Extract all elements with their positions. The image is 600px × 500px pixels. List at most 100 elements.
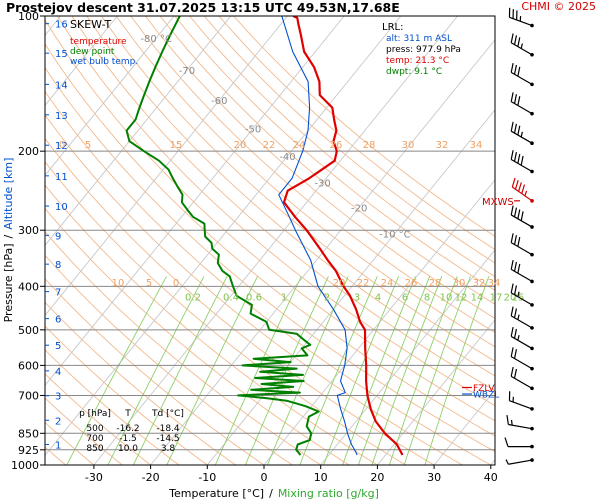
wind-barb-base bbox=[530, 199, 534, 203]
adiabat-label: 26 bbox=[330, 140, 343, 151]
table-cell: 10.0 bbox=[118, 444, 138, 454]
x-axis-label: Temperature [°C] / Mixing ratio [g/kg] bbox=[168, 487, 379, 500]
wind-barb-base bbox=[530, 225, 534, 229]
wind-barb-feather bbox=[517, 66, 521, 77]
mixing-ratio-line bbox=[323, 276, 400, 465]
dry-adiabat bbox=[86, 16, 495, 377]
wind-barb bbox=[508, 7, 534, 28]
wind-barb-shaft bbox=[509, 16, 533, 27]
axes: 1002003004005006007008509251000123456789… bbox=[2, 10, 498, 500]
dry-adiabat bbox=[130, 16, 495, 334]
wind-barb-shaft bbox=[510, 101, 533, 115]
wind-barb-base bbox=[530, 407, 534, 411]
mixing-ratio-label: 10 bbox=[440, 292, 453, 303]
wind-barb-base bbox=[530, 326, 534, 330]
mixing-ratio-label: 25 bbox=[512, 292, 525, 303]
wind-barb-shaft bbox=[510, 130, 533, 144]
wind-barb-feather bbox=[517, 263, 521, 274]
isotherm bbox=[320, 249, 495, 465]
wind-barb-feather bbox=[513, 368, 518, 379]
pressure-tick-label: 600 bbox=[18, 359, 39, 372]
wind-barb-shaft bbox=[510, 158, 533, 173]
lrl-temp: temp: 21.3 °C bbox=[386, 56, 449, 66]
mixing-ratio-label: 4 bbox=[375, 292, 381, 303]
temperature-tick-label: 30 bbox=[427, 471, 441, 484]
isotherm bbox=[93, 16, 458, 465]
wind-barb-feather bbox=[510, 62, 514, 73]
y-axis-sep: / bbox=[2, 234, 15, 238]
wind-barb-feather bbox=[513, 123, 518, 134]
temperature-tick-label: -30 bbox=[85, 471, 103, 484]
isotherm bbox=[45, 16, 402, 457]
wind-barb-feather bbox=[513, 35, 518, 45]
isotherm bbox=[45, 16, 118, 107]
wind-barb-base bbox=[530, 252, 534, 257]
altitude-tick-label: 16 bbox=[55, 20, 68, 31]
adiabat-label: 5 bbox=[146, 278, 152, 289]
wind-barb-feather bbox=[513, 285, 518, 295]
adiabat-label: 20 bbox=[333, 278, 346, 289]
adiabat-label: 24 bbox=[293, 140, 306, 151]
pressure-tick-label: 1000 bbox=[11, 459, 39, 472]
x-axis-mixing-label: Mixing ratio [g/kg] bbox=[278, 487, 379, 500]
wind-barb bbox=[506, 415, 534, 431]
isotherm-label: -20 bbox=[351, 204, 367, 215]
dry-adiabat bbox=[45, 18, 495, 422]
mixing-ratio-label: 17 bbox=[490, 292, 503, 303]
temperature-tick-label: 20 bbox=[370, 471, 384, 484]
table-cell: -1.5 bbox=[119, 434, 137, 444]
wind-barb-feather bbox=[510, 92, 514, 102]
table-cell: 850 bbox=[86, 444, 103, 454]
wind-barb bbox=[510, 62, 534, 87]
wind-barb-shaft bbox=[510, 375, 533, 389]
wind-barb bbox=[508, 391, 534, 411]
isotherm-label: -10 °C bbox=[379, 229, 411, 240]
altitude-tick-label: 12 bbox=[55, 141, 68, 152]
altitude-tick-label: 15 bbox=[55, 49, 68, 60]
isotherm-label: -40 bbox=[279, 152, 295, 163]
legend-title: SKEW-T bbox=[70, 18, 112, 31]
legend-entry: wet bulb temp. bbox=[70, 57, 138, 67]
adiabat-label: 26 bbox=[405, 278, 418, 289]
adiabat-label: 22 bbox=[357, 278, 370, 289]
wind-barb-feather bbox=[520, 155, 524, 166]
wind-barb-feather bbox=[511, 177, 516, 188]
dry-adiabat bbox=[159, 16, 495, 305]
dry-adiabat bbox=[101, 16, 495, 362]
mxws-label: MXWS bbox=[482, 197, 514, 208]
dry-adiabat bbox=[0, 16, 9, 465]
wind-barb-feather bbox=[513, 261, 518, 272]
wind-barb-feather bbox=[514, 179, 519, 190]
mixing-ratio-label: 8 bbox=[424, 292, 430, 303]
adiabat-label: 15 bbox=[170, 140, 183, 151]
mixing-ratio-label: 0.2 bbox=[185, 292, 201, 303]
altitude-tick-label: 4 bbox=[55, 367, 61, 378]
isotherm bbox=[263, 179, 495, 465]
wind-barb-shaft bbox=[510, 335, 533, 349]
wind-barb-feather bbox=[517, 237, 521, 247]
table-header: T bbox=[124, 409, 131, 419]
temperature-tick-label: 0 bbox=[261, 471, 268, 484]
dry-adiabat bbox=[56, 16, 495, 407]
table-cell: 700 bbox=[86, 434, 103, 444]
dry-adiabat bbox=[115, 16, 495, 348]
table-cell: -16.2 bbox=[116, 424, 139, 434]
wind-barb-feather bbox=[510, 259, 514, 270]
lrl-alt: alt: 311 m ASL bbox=[386, 34, 452, 44]
legend-entry: dew point bbox=[70, 47, 115, 57]
lrl-dwpt: dwpt: 9.1 °C bbox=[386, 67, 442, 77]
wind-barb-shaft bbox=[510, 214, 533, 228]
mixing-ratio-line bbox=[214, 276, 302, 465]
wind-barb-feather bbox=[517, 153, 521, 164]
wind-barb-base bbox=[530, 303, 534, 307]
adiabat-label: 28 bbox=[429, 278, 442, 289]
y-axis-pressure-label: Pressure [hPa] bbox=[2, 243, 15, 322]
altitude-tick-label: 8 bbox=[55, 260, 61, 271]
wind-barb-shaft bbox=[510, 356, 533, 370]
wind-barb-base bbox=[530, 52, 534, 57]
adiabat-label: 22 bbox=[263, 140, 276, 151]
wind-barb-shaft bbox=[510, 242, 533, 256]
wind-barb-feather bbox=[510, 347, 514, 357]
isotherm-label: -80 °C bbox=[140, 34, 172, 45]
wind-barb-shaft bbox=[510, 268, 533, 282]
